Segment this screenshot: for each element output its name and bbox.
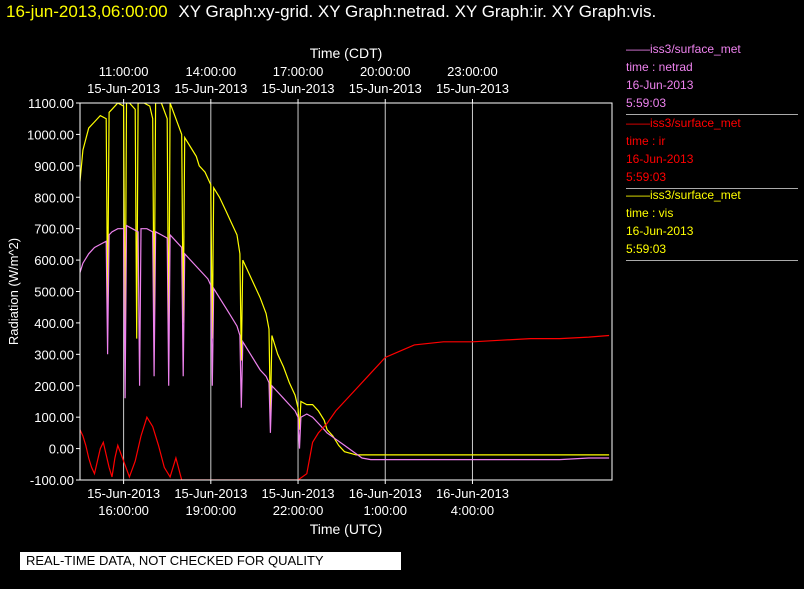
y-tick-label: 1100.00 (28, 96, 74, 111)
legend-source: ——iss3/surface_met (626, 188, 741, 202)
legend-time: 5:59:03 (626, 170, 667, 184)
top-x-tick-label-time: 23:00:00 (447, 64, 498, 79)
y-tick-label: 1000.00 (27, 127, 74, 142)
header-graph-titles: XY Graph:xy-grid. XY Graph:netrad. XY Gr… (178, 2, 657, 21)
legend-entry-netrad: ——iss3/surface_met time : netrad 16-Jun-… (626, 40, 798, 115)
legend-separator (626, 260, 798, 261)
top-x-tick-label-time: 20:00:00 (360, 64, 411, 79)
x-tick-label-time: 4:00:00 (451, 503, 494, 518)
legend-separator (626, 114, 798, 115)
y-tick-label: 400.00 (34, 316, 74, 331)
x-tick-label-date: 16-Jun-2013 (349, 486, 422, 501)
top-x-tick-label-time: 14:00:00 (186, 64, 237, 79)
legend-time: 5:59:03 (626, 96, 667, 110)
series-line-timeir (80, 334, 610, 480)
legend-vars: time : vis (626, 206, 674, 220)
legend-separator (626, 188, 798, 189)
series-line-timenetrad (80, 224, 610, 461)
top-x-tick-label-date: 15-Jun-2013 (87, 81, 160, 96)
x-tick-label-time: 22:00:00 (273, 503, 324, 518)
y-tick-label: 0.00 (49, 442, 74, 457)
x-tick-label-date: 15-Jun-2013 (174, 486, 247, 501)
series-line-timevis (80, 103, 610, 456)
plot-frame (79, 102, 613, 481)
top-x-tick-label-date: 15-Jun-2013 (174, 81, 247, 96)
legend-source: ——iss3/surface_met (626, 116, 741, 130)
x-tick-label-date: 15-Jun-2013 (87, 486, 160, 501)
legend-entry-ir: ——iss3/surface_met time : ir 16-Jun-2013… (626, 114, 798, 189)
chart-header: 16-jun-2013,06:00:00 XY Graph:xy-grid. X… (6, 2, 656, 22)
x-tick-label-time: 19:00:00 (186, 503, 237, 518)
y-tick-label: 500.00 (34, 285, 74, 300)
legend-date: 16-Jun-2013 (626, 152, 694, 166)
x-tick-label-date: 16-Jun-2013 (436, 486, 509, 501)
x-axis-title: Time (UTC) (310, 521, 383, 537)
legend-source: ——iss3/surface_met (626, 42, 741, 56)
header-timestamp: 16-jun-2013,06:00:00 (6, 2, 168, 21)
x-tick-label-date: 15-Jun-2013 (262, 486, 335, 501)
x-tick-label-time: 1:00:00 (364, 503, 407, 518)
top-x-tick-label-date: 15-Jun-2013 (349, 81, 422, 96)
top-x-tick-label-time: 11:00:00 (99, 64, 149, 79)
y-tick-label: 600.00 (34, 253, 74, 268)
legend-entry-vis: ——iss3/surface_met time : vis 16-Jun-201… (626, 186, 798, 261)
y-tick-label: 300.00 (34, 347, 74, 362)
legend-vars: time : ir (626, 134, 666, 148)
top-x-tick-label-date: 15-Jun-2013 (436, 81, 509, 96)
top-x-tick-label-time: 17:00:00 (273, 64, 324, 79)
quality-disclaimer: REAL-TIME DATA, NOT CHECKED FOR QUALITY (20, 552, 401, 570)
y-tick-label: 200.00 (34, 379, 74, 394)
legend-date: 16-Jun-2013 (626, 78, 694, 92)
y-tick-label: 800.00 (34, 190, 74, 205)
y-tick-label: 100.00 (34, 410, 74, 425)
top-x-tick-label-date: 15-Jun-2013 (262, 81, 335, 96)
top-x-axis-title: Time (CDT) (310, 45, 383, 61)
y-axis-title: Radiation (W/m^2) (6, 238, 21, 345)
x-tick-label-time: 16:00:00 (98, 503, 149, 518)
legend-time: 5:59:03 (626, 242, 667, 256)
y-tick-label: 900.00 (34, 159, 74, 174)
legend-vars: time : netrad (626, 60, 693, 74)
legend-date: 16-Jun-2013 (626, 224, 694, 238)
y-tick-label: 700.00 (34, 222, 74, 237)
y-tick-label: -100.00 (30, 473, 74, 488)
